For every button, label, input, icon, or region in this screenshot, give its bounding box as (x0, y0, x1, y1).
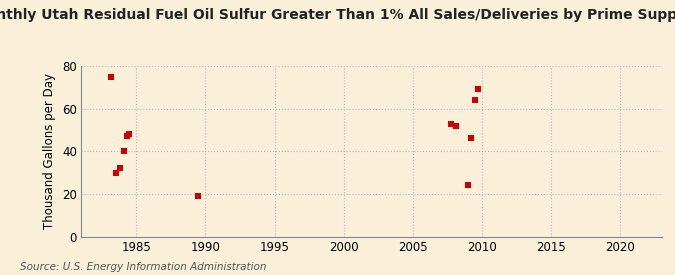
Point (193, 194, 204, 198)
Point (110, 170, 121, 175)
Point (124, 132, 135, 136)
Point (450, 123, 461, 128)
Point (462, 183, 473, 188)
Point (446, 121, 457, 126)
Point (472, 87, 483, 92)
Point (106, 75, 117, 79)
Text: Source: U.S. Energy Information Administration: Source: U.S. Energy Information Administ… (20, 262, 267, 272)
Text: Monthly Utah Residual Fuel Oil Sulfur Greater Than 1% All Sales/Deliveries by Pr: Monthly Utah Residual Fuel Oil Sulfur Gr… (0, 8, 675, 22)
Point (118, 149, 129, 153)
Point (470, 98, 481, 102)
Point (122, 134, 132, 139)
Y-axis label: Thousand Gallons per Day: Thousand Gallons per Day (43, 73, 57, 229)
Point (465, 136, 476, 141)
Point (114, 166, 125, 170)
